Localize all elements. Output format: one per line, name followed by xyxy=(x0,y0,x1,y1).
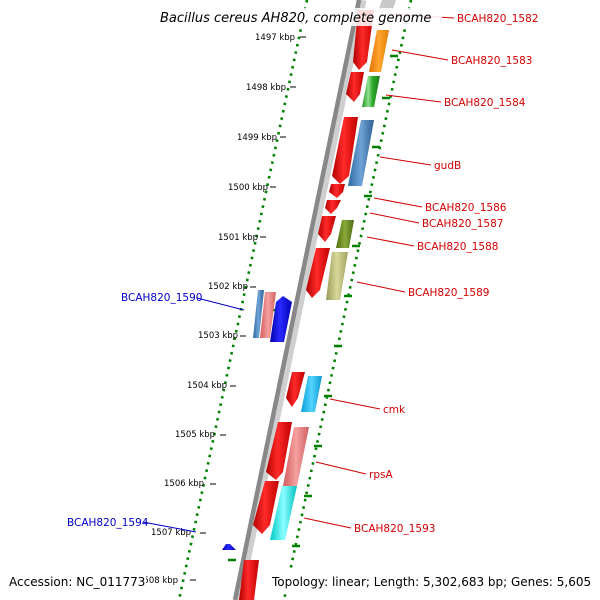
inner-track-boundary xyxy=(177,0,309,600)
tick-label: 1498 kbp xyxy=(246,83,286,93)
feature-box-pink[interactable] xyxy=(283,427,309,486)
gene-arrow-cmk[interactable] xyxy=(286,372,305,407)
gene-label[interactable]: BCAH820_1590 xyxy=(121,292,202,304)
feature-box-steelblue[interactable] xyxy=(348,120,374,186)
feature-box-green[interactable] xyxy=(362,76,380,107)
topology-summary-text: Topology: linear; Length: 5,302,683 bp; … xyxy=(271,575,591,589)
gene-label[interactable]: BCAH820_1584 xyxy=(444,97,526,109)
gene-label[interactable]: BCAH820_1594 xyxy=(67,517,149,529)
feature-box-skyblue[interactable] xyxy=(301,376,322,412)
feature-box-1590-pink[interactable] xyxy=(260,292,276,338)
gene-label[interactable]: BCAH820_1593 xyxy=(354,523,435,535)
title-backing xyxy=(156,8,442,26)
gene-arrow-1588[interactable] xyxy=(318,216,336,242)
tick-label: 1497 kbp xyxy=(255,33,295,43)
feature-box-1590-steel[interactable] xyxy=(253,290,264,338)
tick-label: 1508 kbp xyxy=(138,576,178,586)
tick-label: 1501 kbp xyxy=(218,233,258,243)
tick-label: 1499 kbp xyxy=(237,133,277,143)
genome-backbone xyxy=(232,0,362,600)
gene-arrow-1587[interactable] xyxy=(325,200,341,214)
tick-label: 1500 kbp xyxy=(228,183,268,193)
gene-arrow-1593[interactable] xyxy=(253,481,279,534)
footer-backing-left xyxy=(6,572,146,592)
tick-label: 1503 kbp xyxy=(198,331,238,341)
tick-label: 1507 kbp xyxy=(151,528,191,538)
feature-box-khaki[interactable] xyxy=(326,252,348,300)
accession-text: Accession: NC_011773 xyxy=(9,575,145,589)
gene-label[interactable]: BCAH820_1582 xyxy=(457,13,538,25)
tick-label: 1505 kbp xyxy=(175,430,215,440)
tick-labels: 1497 kbp 1498 kbp 1499 kbp 1500 kbp 1501… xyxy=(138,33,295,586)
genome-backbone-shadow xyxy=(233,0,367,600)
outer-track-boundary xyxy=(282,0,413,600)
gene-arrow-bottom[interactable] xyxy=(239,560,259,600)
gene-label[interactable]: cmk xyxy=(383,404,406,416)
footer-backing-right xyxy=(270,572,596,592)
tick-marks xyxy=(190,36,306,581)
gene-label[interactable]: BCAH820_1588 xyxy=(417,241,498,253)
gene-arrow-1583[interactable] xyxy=(346,72,364,102)
gene-label[interactable]: BCAH820_1587 xyxy=(422,218,503,230)
gene-arrow-rpsA[interactable] xyxy=(266,422,292,480)
feature-box-olive[interactable] xyxy=(336,220,354,248)
gene-arrow-1586[interactable] xyxy=(329,184,345,198)
gene-label[interactable]: BCAH820_1583 xyxy=(451,55,532,67)
gene-label[interactable]: BCAH820_1586 xyxy=(425,202,507,214)
feature-box-cyan[interactable] xyxy=(270,486,297,540)
tick-label: 1504 kbp xyxy=(187,381,227,391)
gene-arrow-1590[interactable] xyxy=(270,296,292,342)
gene-label[interactable]: gudB xyxy=(434,160,461,172)
feature-boxes xyxy=(270,0,396,540)
feature-box-orange[interactable] xyxy=(369,30,389,72)
gene-arrow-1594[interactable] xyxy=(222,544,236,550)
gene-labels-left: BCAH820_1590 BCAH820_1594 xyxy=(67,292,202,529)
gene-label[interactable]: BCAH820_1589 xyxy=(408,287,489,299)
genome-title: Bacillus cereus AH820, complete genome xyxy=(160,11,431,26)
gene-arrow-1589[interactable] xyxy=(306,248,330,298)
gene-label[interactable]: rpsA xyxy=(369,469,393,481)
tick-label: 1506 kbp xyxy=(164,479,204,489)
gene-arrow-gudB[interactable] xyxy=(332,117,358,184)
reverse-genes xyxy=(222,290,292,550)
track-dashes xyxy=(228,54,398,562)
gene-labels-right: BCAH820_1582 BCAH820_1583 BCAH820_1584 g… xyxy=(354,13,538,535)
tick-label: 1502 kbp xyxy=(208,282,248,292)
